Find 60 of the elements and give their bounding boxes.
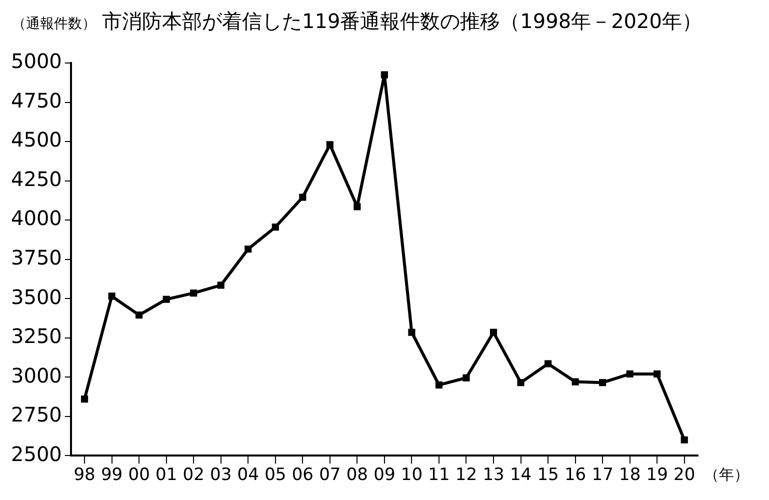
x-tick-label: 12 — [455, 465, 478, 486]
x-tick-label: 16 — [564, 465, 586, 486]
point — [462, 374, 470, 382]
x-tick-label: 03 — [210, 465, 232, 486]
point — [190, 290, 198, 297]
y-tick-label: 3000 — [10, 363, 62, 388]
x-tick-label: 13 — [482, 465, 504, 486]
point — [80, 396, 88, 403]
point — [136, 312, 143, 319]
point — [326, 141, 334, 148]
point — [517, 379, 524, 386]
x-tick-label: 17 — [592, 465, 614, 486]
x-tick-label: 07 — [319, 465, 341, 486]
point — [680, 436, 688, 444]
x-tick-label: 08 — [346, 465, 368, 486]
point — [380, 71, 388, 78]
x-tick-label: 20 — [674, 465, 696, 486]
point — [272, 224, 279, 231]
x-axis-title: （年） — [704, 465, 749, 484]
x-tick-label: 10 — [400, 465, 423, 486]
x-tick-label: 19 — [646, 465, 668, 486]
point — [654, 370, 661, 378]
point — [299, 194, 306, 201]
x-tick-label: 00 — [128, 465, 150, 486]
chart-title: 市消防本部が着信した119番通報件数の推移（1998年－2020年） — [102, 8, 702, 35]
point — [599, 379, 606, 386]
point — [217, 282, 224, 289]
point — [435, 381, 443, 388]
y-axis-title: （通報件数） — [12, 15, 96, 33]
point — [108, 292, 116, 300]
point — [544, 360, 552, 368]
y-tick-label: 2500 — [10, 442, 62, 466]
x-tick-label: 09 — [374, 465, 396, 486]
point — [162, 296, 170, 303]
point — [572, 378, 579, 386]
y-tick-label: 5000 — [10, 49, 62, 74]
x-tick-label: 06 — [292, 465, 314, 486]
point — [244, 246, 252, 253]
y-tick-label: 3250 — [10, 324, 62, 348]
point — [626, 370, 634, 378]
x-tick-label: 01 — [156, 465, 178, 486]
y-tick-label: 2750 — [10, 402, 62, 427]
x-tick-label: 14 — [510, 465, 532, 486]
y-tick-label: 4000 — [10, 206, 62, 230]
point — [408, 328, 416, 336]
y-tick-label: 4250 — [10, 166, 62, 191]
x-tick-label: 99 — [100, 465, 123, 486]
x-tick-label: 98 — [74, 465, 96, 486]
y-tick-label: 3500 — [10, 284, 62, 309]
x-tick-label: 18 — [619, 465, 641, 486]
y-tick-label: 3750 — [10, 246, 62, 270]
point — [490, 328, 498, 336]
y-tick-label: 4750 — [10, 88, 62, 112]
x-tick-label: 04 — [237, 465, 259, 486]
x-tick-label: 11 — [428, 465, 450, 486]
x-tick-label: 02 — [182, 465, 204, 486]
y-tick-label: 4500 — [10, 128, 62, 152]
x-tick-label: 15 — [537, 465, 559, 486]
point — [354, 203, 361, 210]
x-tick-label: 05 — [264, 465, 286, 486]
